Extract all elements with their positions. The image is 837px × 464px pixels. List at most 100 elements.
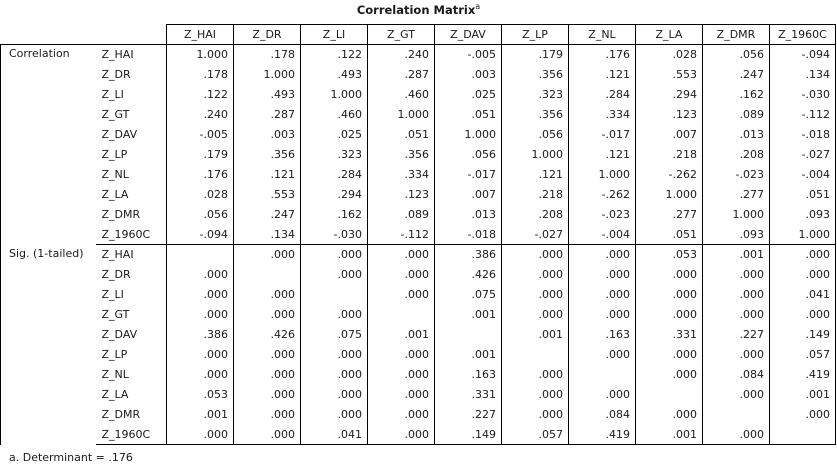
matrix-cell: .025 — [300, 124, 368, 145]
table-row: Z_NL .000.000.000.000.163.000.000.084.419 — [1, 364, 836, 385]
matrix-cell: .179 — [501, 44, 569, 65]
matrix-cell: .075 — [300, 324, 368, 345]
matrix-cell: -.094 — [166, 224, 234, 245]
matrix-cell: .356 — [501, 104, 569, 125]
matrix-cell: .007 — [434, 184, 502, 205]
matrix-cell: .419 — [568, 424, 636, 445]
matrix-cell: .089 — [702, 104, 770, 125]
matrix-cell: .001 — [434, 344, 502, 365]
matrix-cell: .089 — [367, 204, 435, 225]
matrix-cell: .419 — [769, 364, 836, 385]
matrix-cell: .176 — [166, 164, 234, 185]
matrix-cell: .000 — [501, 264, 569, 285]
table-row: Correlation Z_HAI 1.000.178.122.240 -.005.1… — [0, 44, 836, 245]
matrix-cell: .000 — [568, 284, 636, 305]
matrix-cell: .056 — [501, 124, 569, 145]
matrix-cell: .178 — [233, 44, 301, 65]
matrix-cell: .001 — [702, 244, 770, 265]
matrix-cell: .084 — [702, 364, 770, 385]
column-header: Z_DAV — [434, 24, 502, 45]
matrix-cell: .227 — [702, 324, 770, 345]
matrix-cell: .294 — [300, 184, 368, 205]
matrix-cell: .000 — [300, 244, 368, 265]
matrix-cell — [367, 304, 435, 325]
matrix-cell: .001 — [501, 324, 569, 345]
group-label: Sig. (1-tailed) — [0, 244, 96, 445]
matrix-cell: .000 — [501, 384, 569, 405]
matrix-cell: -.262 — [568, 184, 636, 205]
matrix-cell: 1.000 — [769, 224, 836, 245]
matrix-cell: 1.000 — [367, 104, 435, 125]
table-title-text: Correlation Matrix — [356, 2, 476, 17]
matrix-cell: .426 — [434, 264, 502, 285]
matrix-cell: .334 — [568, 104, 636, 125]
matrix-cell: .000 — [702, 284, 770, 305]
matrix-cell: .000 — [367, 364, 435, 385]
matrix-cell: .084 — [568, 404, 636, 425]
matrix-cell: .460 — [300, 104, 368, 125]
matrix-cell: .000 — [568, 264, 636, 285]
matrix-cell: -.004 — [769, 164, 836, 185]
matrix-cell: .163 — [568, 324, 636, 345]
matrix-cell: .000 — [233, 424, 301, 445]
matrix-cell: .056 — [434, 144, 502, 165]
matrix-cell: .000 — [635, 344, 703, 365]
row-variable-label: Z_GT — [95, 304, 167, 325]
matrix-cell: .000 — [501, 364, 569, 385]
matrix-cell: .001 — [367, 324, 435, 345]
row-variable-label: Z_LA — [95, 384, 167, 405]
table-row: Z_LA .028.553.294.123.007.218 -.262 1.000.2… — [1, 184, 836, 205]
row-variable-label: Z_NL — [95, 364, 167, 385]
matrix-cell: .294 — [635, 84, 703, 105]
header-row: Z_HAI Z_DR Z_LI Z_GT Z_DAV Z_LP Z_NL Z_LA Z_DMR Z… — [0, 24, 836, 45]
row-variable-label: Z_DR — [95, 64, 167, 85]
row-variable-label: Z_LP — [95, 344, 167, 365]
matrix-cell: .123 — [367, 184, 435, 205]
matrix-cell: .093 — [769, 204, 836, 225]
table-row: Z_1960C -.094.134 -.030 -.112 -.018 -.027 -.00… — [1, 224, 836, 245]
header-corner — [0, 24, 167, 45]
table-row: Z_GT .240.287.460 1.000.051.356.334.123.08… — [1, 104, 836, 125]
matrix-cell: .553 — [635, 64, 703, 85]
matrix-cell: .000 — [367, 344, 435, 365]
matrix-cell: .000 — [702, 304, 770, 325]
matrix-cell: .176 — [568, 44, 636, 65]
matrix-cell: .056 — [166, 204, 234, 225]
matrix-cell: .247 — [233, 204, 301, 225]
row-variable-label: Z_DMR — [95, 404, 167, 425]
column-header: Z_GT — [367, 24, 435, 45]
row-variable-label: Z_1960C — [95, 224, 167, 245]
matrix-cell: .277 — [702, 184, 770, 205]
table-row: Z_DMR .056.247.162.089.013.208 -.023.277 1.… — [1, 204, 836, 225]
matrix-cell: .000 — [166, 284, 234, 305]
column-header: Z_NL — [568, 24, 636, 45]
table-row: Z_DMR .001.000.000.000.227.000.084.000.00… — [1, 404, 836, 425]
matrix-cell: .013 — [434, 204, 502, 225]
matrix-cell: .218 — [635, 144, 703, 165]
matrix-cell: .000 — [568, 304, 636, 325]
matrix-cell: .493 — [300, 64, 368, 85]
matrix-cell: .000 — [501, 284, 569, 305]
matrix-cell: .001 — [635, 424, 703, 445]
table-row: Z_NL .176.121.284.334 -.017.121 1.000 -.262-… — [1, 164, 836, 185]
matrix-cell: .208 — [702, 144, 770, 165]
matrix-cell: .247 — [702, 64, 770, 85]
footnote: a. Determinant = .176 — [9, 451, 133, 464]
matrix-cell: -.004 — [568, 224, 636, 245]
matrix-cell: -.017 — [568, 124, 636, 145]
matrix-cell: .121 — [233, 164, 301, 185]
matrix-cell: 1.000 — [635, 184, 703, 205]
matrix-cell: .277 — [635, 204, 703, 225]
matrix-cell: .149 — [434, 424, 502, 445]
row-variable-label: Z_DAV — [95, 324, 167, 345]
matrix-cell: .003 — [434, 64, 502, 85]
matrix-cell: .025 — [434, 84, 502, 105]
matrix-cell: -.005 — [166, 124, 234, 145]
row-variable-label: Z_DMR — [95, 204, 167, 225]
matrix-cell: 1.000 — [434, 124, 502, 145]
table-row: Z_LI .000.000.000.075.000.000.000.000.041 — [1, 284, 836, 305]
matrix-cell: .386 — [434, 244, 502, 265]
matrix-cell: .000 — [233, 304, 301, 325]
matrix-cell: .000 — [702, 264, 770, 285]
matrix-cell: .000 — [568, 244, 636, 265]
